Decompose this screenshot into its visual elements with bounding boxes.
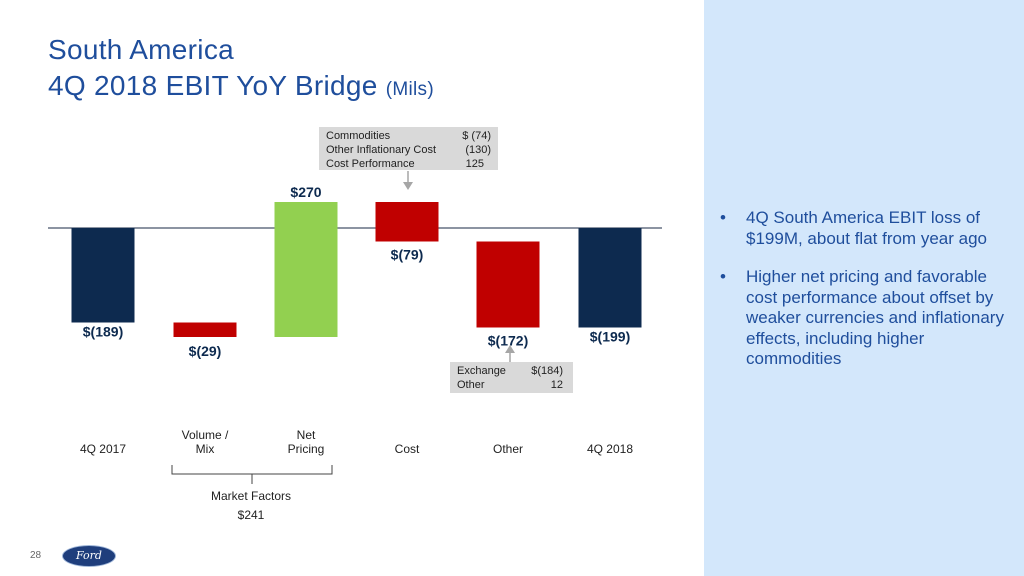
title-unit: (Mils) [385,79,434,100]
page-number: 28 [30,550,42,561]
callout-label: Other Inflationary Cost [326,144,437,156]
callout-value: (130) [465,144,491,156]
other-callout-table: Exchange $(184) Other 12 [457,364,563,392]
bar-4q-2017 [71,228,135,323]
cost-callout: Commodities $ (74) Other Inflationary Cos… [319,127,498,170]
callout-value: $(184) [531,365,563,377]
callout-label: Exchange [457,365,506,377]
bullet-dot-icon: • [720,208,726,227]
waterfall-chart: $(189) 4Q 2017 $(29) Volume /Mix $270 NetPric… [48,171,662,522]
data-label: $270 [290,184,321,200]
category-label: Cost [395,442,420,456]
data-label: $(172) [488,333,528,349]
category-label: Pricing [288,442,325,456]
bullet-item: • 4Q South America EBIT loss of $199M, ab… [716,208,1012,249]
callout-row: Other 12 [457,378,563,392]
callout-row: Commodities $ (74) [326,129,491,143]
callout-value: $ (74) [462,130,491,142]
category-label: Mix [196,442,215,456]
callout-row: Exchange $(184) [457,364,563,378]
callout-label: Other [457,379,485,391]
callout-label: Commodities [326,130,391,142]
callout-label: Cost Performance [326,158,415,170]
other-callout: Exchange $(184) Other 12 [450,362,573,393]
data-label: $(79) [391,247,424,263]
ford-logo: Ford [62,545,116,567]
bar-net-pricing [274,202,338,337]
callout-value: 12 [550,379,563,391]
callout-row: Cost Performance 125 [326,157,491,171]
market-factors-bracket [171,465,333,484]
callout-row: Other Inflationary Cost (130) [326,143,491,157]
market-factors-label: Market Factors [211,489,291,503]
data-label: $(189) [83,324,123,340]
category-label: Net [297,428,316,442]
category-label: Volume / [182,428,229,442]
market-factors-value: $241 [238,508,265,522]
title-bridge-text: 4Q 2018 EBIT YoY Bridge [48,70,378,101]
data-label: $(29) [189,343,222,359]
title-line-bridge: 4Q 2018 EBIT YoY Bridge (Mils) [48,68,434,108]
commentary-bullets: • 4Q South America EBIT loss of $199M, ab… [716,208,1012,388]
category-label: 4Q 2017 [80,442,126,456]
commentary-panel [704,0,1024,576]
cost-callout-table: Commodities $ (74) Other Inflationary Cos… [326,129,491,171]
bar-volume-mix [173,322,237,337]
category-label: Other [493,442,523,456]
cost-arrow-head-icon [403,182,413,190]
bar-cost [375,202,439,242]
title-line-region: South America [48,34,234,65]
bullet-item: • Higher net pricing and favorable cost p… [716,267,1012,370]
bullet-text: 4Q South America EBIT loss of $199M, abo… [746,208,987,248]
other-arrow-head-icon [505,345,515,353]
bar-other [476,241,540,328]
category-label: 4Q 2018 [587,442,633,456]
bullet-text: Higher net pricing and favorable cost pe… [746,267,1004,368]
bullet-dot-icon: • [720,267,726,286]
bar-4q-2018 [578,228,642,328]
data-label: $(199) [590,329,630,345]
callout-value: 125 [465,158,484,170]
slide-title: South America 4Q 2018 EBIT YoY Bridge (M… [48,32,434,108]
